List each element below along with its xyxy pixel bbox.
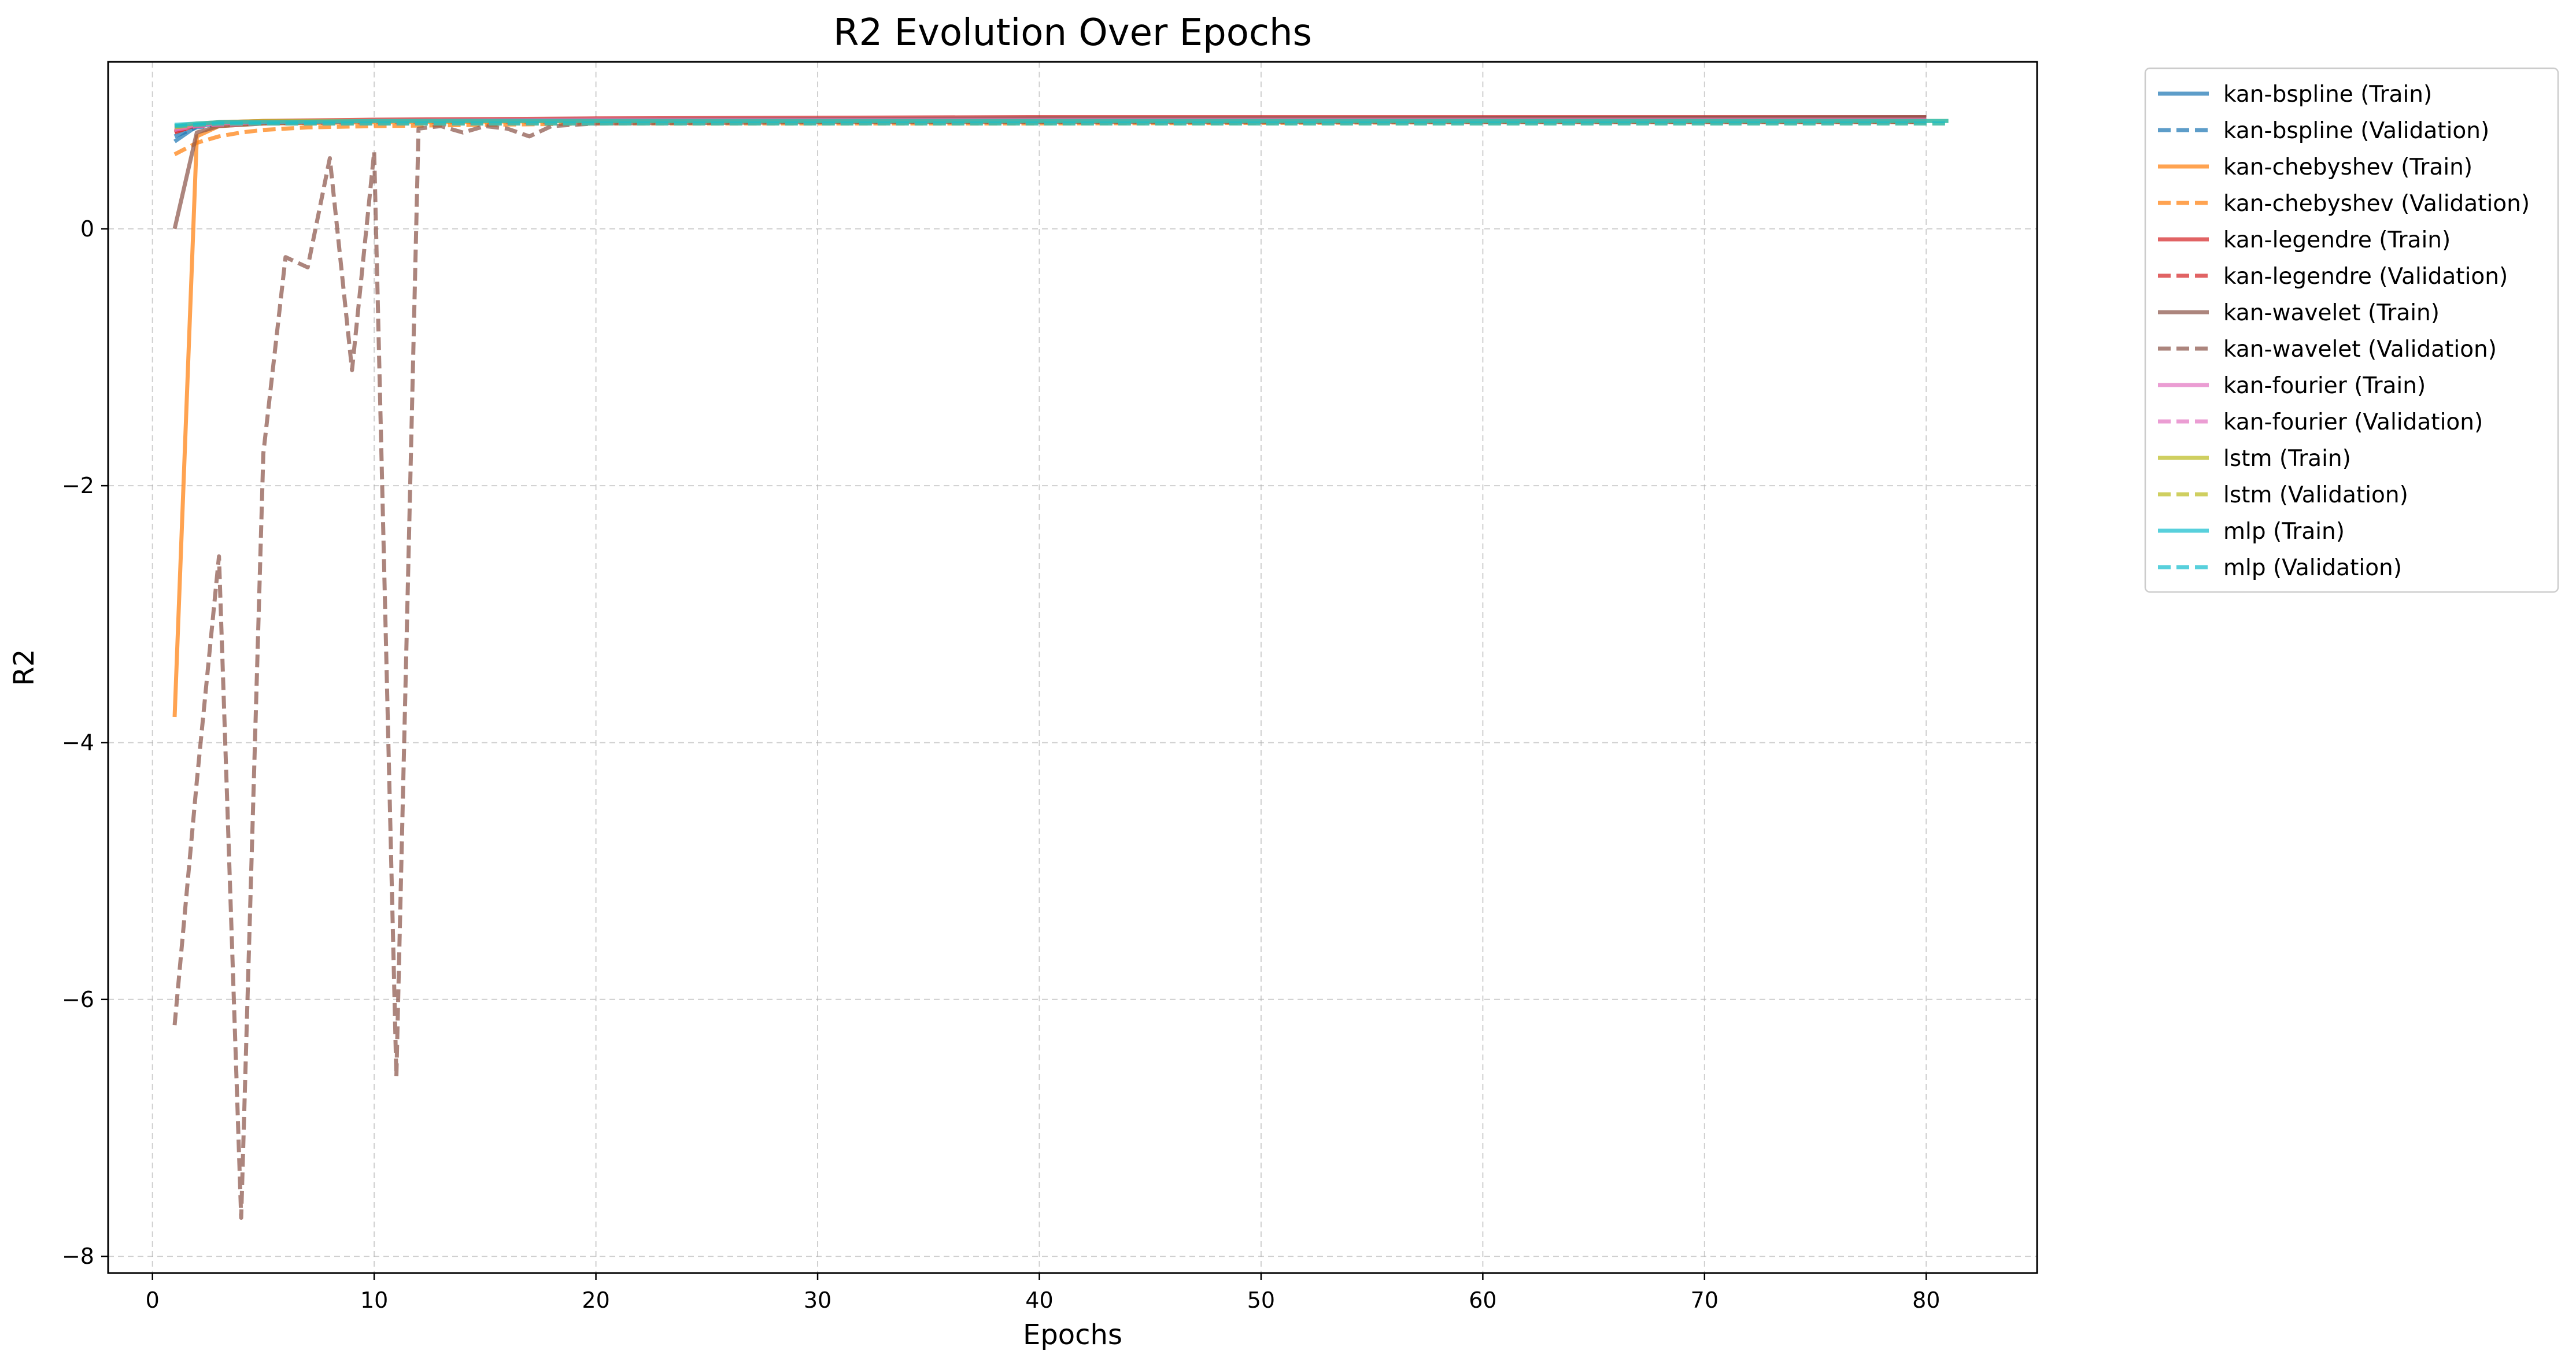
legend-entry: kan-wavelet (Validation) — [2223, 336, 2497, 362]
legend-entry: kan-chebyshev (Validation) — [2223, 191, 2530, 217]
legend-entry: kan-chebyshev (Train) — [2223, 154, 2472, 180]
chart-title: R2 Evolution Over Epochs — [833, 12, 1312, 54]
plot-frame — [107, 61, 2038, 1274]
x-tick-label: 80 — [1912, 1287, 1940, 1313]
y-tick-label: −2 — [62, 473, 94, 498]
y-tick-label: −6 — [62, 987, 94, 1012]
x-tick-label: 40 — [1025, 1287, 1053, 1313]
legend: kan-bspline (Train) kan-bspline (Validati… — [2144, 67, 2559, 593]
x-tick-label: 60 — [1469, 1287, 1496, 1313]
x-tick-label: 0 — [146, 1287, 160, 1313]
legend-entry: mlp (Train) — [2223, 519, 2345, 545]
legend-entry: kan-fourier (Validation) — [2223, 409, 2483, 435]
series-line-13 — [174, 121, 1949, 128]
x-tick-label: 70 — [1691, 1287, 1718, 1313]
x-tick-label: 10 — [360, 1287, 388, 1313]
x-tick-label: 30 — [804, 1287, 831, 1313]
legend-entry: kan-legendre (Train) — [2223, 227, 2451, 253]
y-tick-label: −4 — [62, 730, 94, 755]
legend-entry: lstm (Validation) — [2223, 482, 2408, 508]
legend-frame — [2144, 67, 2559, 593]
legend-entry: kan-wavelet (Train) — [2223, 300, 2440, 326]
legend-entry: lstm (Train) — [2223, 446, 2351, 472]
x-tick-label: 50 — [1247, 1287, 1275, 1313]
x-tick-label: 20 — [582, 1287, 609, 1313]
legend-entry: kan-fourier (Train) — [2223, 373, 2426, 399]
series-lines — [172, 115, 1949, 1220]
legend-entry: kan-bspline (Train) — [2223, 82, 2432, 108]
y-tick-label: −8 — [62, 1244, 94, 1269]
series-line-3 — [173, 120, 1927, 157]
legend-entry: mlp (Validation) — [2223, 555, 2402, 581]
legend-entry: kan-bspline (Validation) — [2223, 118, 2489, 144]
axis-ticks: 0 10 20 30 40 50 60 70 80 −8 −6 −4 −2 0 — [62, 216, 1940, 1313]
legend-entry: kan-legendre (Validation) — [2223, 264, 2508, 290]
x-axis-label: Epochs — [1023, 1319, 1122, 1351]
y-axis-label: R2 — [8, 649, 40, 686]
grid — [108, 62, 2037, 1273]
y-tick-label: 0 — [80, 216, 94, 242]
